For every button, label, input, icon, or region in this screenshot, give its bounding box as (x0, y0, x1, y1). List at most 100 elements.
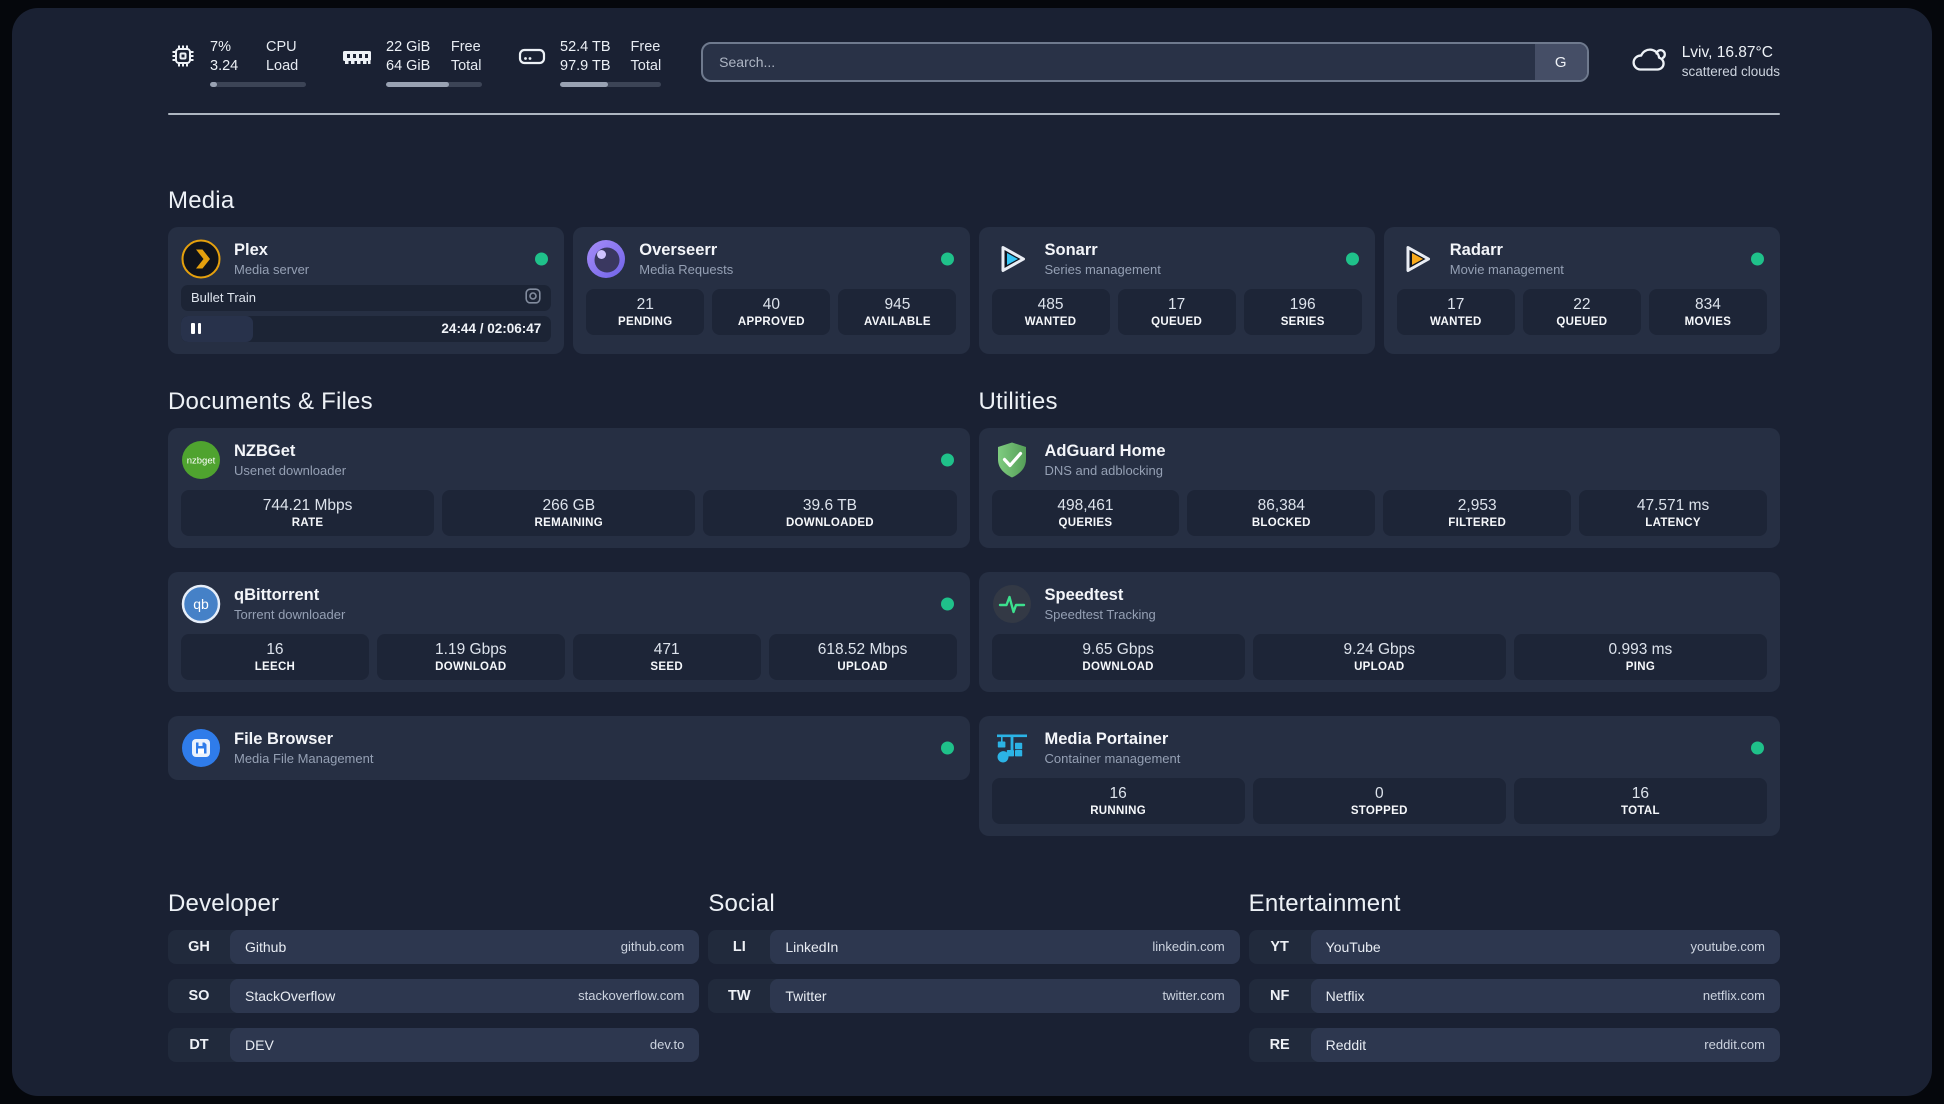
stat-tile: 86,384 BLOCKED (1187, 489, 1376, 536)
bookmark-name: StackOverflow (245, 987, 336, 1004)
disk-icon (516, 41, 548, 87)
portainer-name: Media Portainer (1044, 729, 1169, 748)
stat-tile: 22 QUEUED (1522, 288, 1641, 335)
stat-tile: 9.24 Gbps UPLOAD (1252, 633, 1506, 680)
nzbget-icon: nzbget (181, 440, 221, 480)
plex-name: Plex (234, 240, 268, 259)
stat-tile: 40 APPROVED (712, 288, 831, 335)
stat-tile: 16 RUNNING (991, 777, 1245, 824)
qbittorrent-icon: qb (181, 584, 221, 624)
bookmark-url: linkedin.com (1152, 939, 1225, 954)
bookmark-abbr: RE (1269, 1036, 1290, 1053)
stat-tile: 618.52 Mbps UPLOAD (768, 633, 957, 680)
stat-tile: 17 QUEUED (1117, 288, 1236, 335)
qbittorrent-card[interactable]: qb qBittorrent Torrent downloader 16 LEEC… (168, 571, 970, 692)
bookmark-youtube[interactable]: YT YouTube youtube.com (1248, 929, 1780, 964)
stat-tile: 196 SERIES (1243, 288, 1362, 335)
nzbget-card[interactable]: nzbget NZBGet Usenet downloader 744.21 M… (168, 427, 970, 548)
qbittorrent-status-dot (940, 597, 954, 610)
qbittorrent-description: Torrent downloader (234, 606, 346, 622)
qbittorrent-name: qBittorrent (234, 585, 320, 604)
pause-icon[interactable] (191, 323, 201, 334)
cpu-usage-label: CPU (265, 39, 297, 55)
bookmark-linkedin[interactable]: LI LinkedIn linkedin.com (708, 929, 1240, 964)
overseerr-name: Overseerr (639, 240, 718, 259)
bookmark-name: DEV (245, 1036, 274, 1053)
speedtest-description: Speedtest Tracking (1044, 606, 1156, 622)
filebrowser-status-dot (940, 741, 954, 754)
svg-text:qb: qb (193, 596, 209, 612)
topbar-divider (168, 112, 1780, 115)
portainer-status-dot (1751, 741, 1764, 754)
weather-widget: Lviv, 16.87°C scattered clouds (1629, 43, 1780, 82)
overseerr-icon (586, 239, 626, 279)
bookmark-name: Github (245, 938, 287, 955)
bookmark-stackoverflow[interactable]: SO StackOverflow stackoverflow.com (168, 978, 700, 1013)
radarr-card[interactable]: Radarr Movie management 17 WANTED 22 QUEUE… (1383, 226, 1780, 354)
stat-tile: 47.571 ms LATENCY (1579, 489, 1767, 536)
google-search-button[interactable]: G (1534, 44, 1587, 81)
bookmark-name: Twitter (785, 987, 827, 1004)
section-entertainment: Entertainment YT YouTube youtube.com NF N… (1248, 889, 1780, 1077)
bookmark-dev[interactable]: DT DEV dev.to (168, 1027, 700, 1062)
section-media: Media Plex Media server Bullet Train (168, 187, 1780, 354)
adguard-description: DNS and adblocking (1044, 462, 1164, 478)
plex-description: Media server (234, 261, 310, 277)
social-section-title: Social (708, 889, 775, 917)
bookmark-reddit[interactable]: RE Reddit reddit.com (1248, 1027, 1780, 1062)
portainer-card[interactable]: Media Portainer Container management 16 R… (978, 715, 1780, 836)
bookmark-netflix[interactable]: NF Netflix netflix.com (1248, 978, 1780, 1013)
ram-total-label: Total (450, 58, 482, 74)
radarr-icon (1397, 239, 1437, 279)
ram-progress-bar (386, 82, 482, 87)
playback-time: 24:44 / 02:06:47 (441, 321, 542, 336)
stat-tile: 498,461 QUERIES (991, 489, 1180, 536)
stat-tile: 834 MOVIES (1648, 288, 1767, 335)
cpu-usage-value: 7% (210, 39, 231, 55)
nzbget-description: Usenet downloader (234, 462, 347, 478)
ram-free-label: Free (450, 39, 481, 55)
section-social: Social LI LinkedIn linkedin.com TW Twitte… (708, 889, 1240, 1028)
cpu-load-label: Load (265, 58, 299, 74)
bookmark-twitter[interactable]: TW Twitter twitter.com (708, 978, 1240, 1013)
sonarr-name: Sonarr (1044, 240, 1098, 259)
stat-tile: 744.21 Mbps RATE (181, 489, 435, 536)
speedtest-card[interactable]: Speedtest Speedtest Tracking 9.65 Gbps DO… (978, 571, 1780, 692)
svg-text:nzbget: nzbget (187, 455, 216, 466)
ram-free-value: 22 GiB (386, 39, 431, 55)
bookmark-abbr: LI (732, 938, 746, 955)
plex-status-dot (535, 252, 549, 265)
cpu-stat: 7% CPU 3.24 Load (168, 38, 306, 87)
bookmark-github[interactable]: GH Github github.com (168, 929, 700, 964)
dashboard-panel: 7% CPU 3.24 Load 22 GiB Free 64 G (12, 8, 1932, 1096)
disk-free-value: 52.4 TB (560, 39, 611, 55)
stat-tile: 266 GB REMAINING (442, 489, 696, 536)
search-input[interactable] (703, 44, 1535, 81)
bookmark-url: youtube.com (1690, 939, 1765, 954)
sonarr-description: Series management (1044, 261, 1161, 277)
stat-tile: 16 TOTAL (1513, 777, 1768, 824)
stat-tile: 485 WANTED (991, 288, 1110, 335)
ram-icon (340, 41, 374, 87)
filebrowser-name: File Browser (234, 729, 334, 748)
bookmark-abbr: SO (188, 987, 210, 1004)
bookmark-name: LinkedIn (785, 938, 839, 955)
sonarr-card[interactable]: Sonarr Series management 485 WANTED 17 QUE… (978, 226, 1375, 354)
stat-tile: 9.65 Gbps DOWNLOAD (991, 633, 1245, 680)
topbar: 7% CPU 3.24 Load 22 GiB Free 64 G (168, 38, 1780, 87)
bookmark-name: YouTube (1325, 938, 1381, 955)
adguard-name: AdGuard Home (1044, 441, 1166, 460)
entertainment-section-title: Entertainment (1248, 889, 1401, 917)
adguard-card[interactable]: AdGuard Home DNS and adblocking 498,461 Q… (978, 427, 1780, 548)
stat-tile: 39.6 TB DOWNLOADED (703, 489, 957, 536)
plex-card[interactable]: Plex Media server Bullet Train (168, 226, 565, 354)
overseerr-card[interactable]: Overseerr Media Requests 21 PENDING 40 APP… (573, 226, 970, 354)
section-developer: Developer GH Github github.com SO StackOv… (168, 890, 700, 1077)
nzbget-status-dot (940, 453, 954, 466)
now-playing-title: Bullet Train (191, 290, 257, 305)
stat-tile: 945 AVAILABLE (838, 288, 957, 335)
stat-tile: 0.993 ms PING (1513, 633, 1768, 680)
filebrowser-card[interactable]: File Browser Media File Management (168, 715, 970, 780)
documents-section-title: Documents & Files (168, 387, 373, 415)
bookmark-abbr: YT (1270, 938, 1289, 955)
